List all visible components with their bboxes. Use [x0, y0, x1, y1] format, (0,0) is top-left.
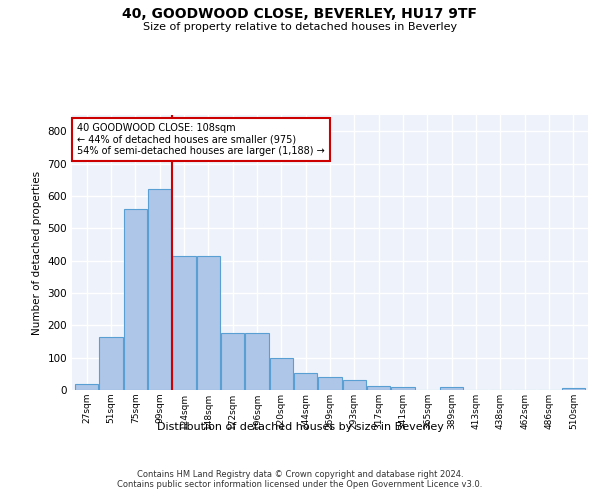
Bar [124, 209, 147, 390]
Bar [343, 380, 366, 390]
Bar [172, 256, 196, 390]
Text: Contains HM Land Registry data © Crown copyright and database right 2024.: Contains HM Land Registry data © Crown c… [137, 470, 463, 479]
Bar [440, 388, 463, 390]
Bar [270, 358, 293, 390]
Text: Distribution of detached houses by size in Beverley: Distribution of detached houses by size … [157, 422, 443, 432]
Bar [100, 336, 122, 390]
Y-axis label: Number of detached properties: Number of detached properties [32, 170, 42, 334]
Bar [75, 384, 98, 390]
Text: 40 GOODWOOD CLOSE: 108sqm
← 44% of detached houses are smaller (975)
54% of semi: 40 GOODWOOD CLOSE: 108sqm ← 44% of detac… [77, 123, 325, 156]
Text: 40, GOODWOOD CLOSE, BEVERLEY, HU17 9TF: 40, GOODWOOD CLOSE, BEVERLEY, HU17 9TF [122, 8, 478, 22]
Text: Contains public sector information licensed under the Open Government Licence v3: Contains public sector information licen… [118, 480, 482, 489]
Bar [391, 388, 415, 390]
Bar [148, 190, 171, 390]
Bar [562, 388, 585, 390]
Bar [245, 334, 269, 390]
Bar [367, 386, 390, 390]
Bar [294, 373, 317, 390]
Bar [319, 377, 341, 390]
Text: Size of property relative to detached houses in Beverley: Size of property relative to detached ho… [143, 22, 457, 32]
Bar [197, 256, 220, 390]
Bar [221, 334, 244, 390]
